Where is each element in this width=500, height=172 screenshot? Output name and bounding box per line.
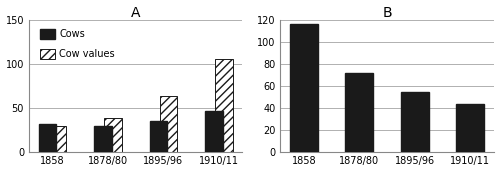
Bar bbox=[104, 118, 122, 152]
Legend: Cows, Cow values: Cows, Cow values bbox=[38, 27, 117, 61]
Title: B: B bbox=[382, 6, 392, 20]
Bar bbox=[456, 104, 484, 152]
Bar bbox=[215, 59, 233, 152]
Bar bbox=[94, 126, 112, 152]
Bar bbox=[160, 96, 178, 152]
Bar bbox=[38, 124, 56, 152]
Bar bbox=[346, 73, 373, 152]
Bar bbox=[401, 92, 428, 152]
Bar bbox=[150, 121, 168, 152]
Bar bbox=[205, 111, 223, 152]
Title: A: A bbox=[131, 6, 140, 20]
Bar bbox=[290, 24, 318, 152]
Bar bbox=[48, 126, 66, 152]
